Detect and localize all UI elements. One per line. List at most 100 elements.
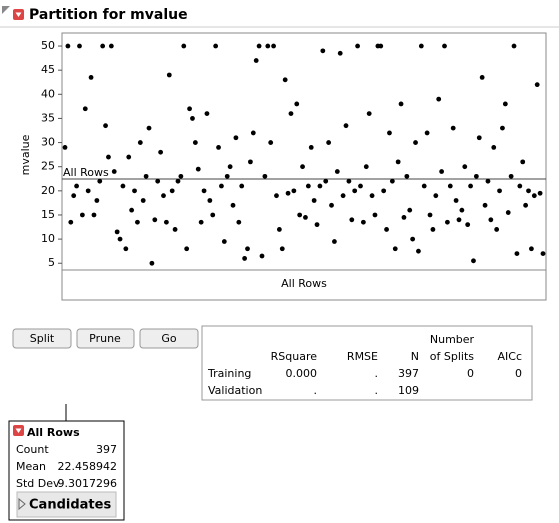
point: [427, 212, 433, 218]
point: [369, 193, 375, 199]
y-tick-label: 15: [41, 208, 55, 221]
point: [282, 77, 288, 83]
point: [201, 188, 207, 194]
table-cell: .: [375, 384, 379, 397]
point: [445, 219, 450, 225]
point: [71, 193, 77, 199]
point: [343, 123, 349, 129]
point: [421, 183, 427, 189]
point: [418, 43, 424, 49]
button-label[interactable]: Split: [30, 332, 55, 345]
point: [311, 198, 317, 203]
point: [488, 217, 494, 223]
point: [120, 183, 126, 189]
point: [517, 183, 523, 189]
table-cell: 109: [398, 384, 419, 397]
point: [410, 236, 416, 242]
point: [514, 251, 520, 256]
point: [271, 43, 276, 49]
point: [114, 229, 120, 235]
go-button[interactable]: [139, 328, 199, 349]
disclosure-icon[interactable]: [18, 497, 26, 511]
y-tick-label: 45: [41, 63, 55, 76]
point: [430, 227, 436, 232]
point: [433, 193, 439, 199]
point: [192, 140, 198, 145]
y-tick-label: 40: [41, 87, 55, 100]
point: [294, 101, 300, 107]
point: [123, 246, 129, 252]
leaf-label: All Rows: [281, 277, 327, 290]
point: [172, 227, 178, 232]
candidates-tab[interactable]: [16, 491, 117, 518]
report-title: Partition for mvalue: [29, 7, 188, 23]
point: [97, 178, 103, 184]
point: [213, 43, 219, 49]
point: [329, 202, 334, 208]
point: [253, 58, 259, 63]
point: [300, 164, 305, 170]
point: [439, 169, 445, 174]
point: [91, 212, 97, 218]
split-button[interactable]: [12, 328, 72, 349]
point: [323, 178, 329, 184]
point: [471, 258, 476, 264]
point: [149, 260, 155, 266]
line-label: All Rows: [63, 166, 109, 179]
point: [140, 198, 146, 203]
point: [158, 149, 164, 155]
table-header: of Splits: [430, 350, 474, 363]
point: [381, 188, 387, 194]
y-tick-label: 25: [41, 160, 55, 173]
point: [450, 125, 456, 131]
point: [137, 140, 143, 145]
point: [239, 183, 245, 189]
disclosure-icon[interactable]: [2, 6, 10, 14]
candidates-title: Candidates: [29, 498, 111, 513]
point: [355, 43, 360, 49]
point: [378, 43, 384, 49]
point: [424, 130, 430, 136]
point: [340, 193, 346, 199]
table-header: Number: [430, 333, 475, 346]
point: [500, 125, 505, 131]
point: [326, 140, 332, 145]
menu-arrow: [15, 428, 22, 433]
point: [436, 96, 442, 102]
point: [190, 116, 195, 121]
point: [363, 164, 369, 170]
point: [108, 43, 114, 49]
point: [459, 207, 465, 213]
table-cell: 0.000: [286, 367, 318, 380]
button-label[interactable]: Go: [161, 332, 177, 345]
point: [314, 222, 320, 228]
point: [221, 239, 227, 244]
prune-button[interactable]: [76, 328, 135, 349]
point: [100, 43, 106, 49]
point: [216, 144, 221, 150]
button-label[interactable]: Prune: [89, 332, 121, 345]
point: [456, 217, 462, 223]
point: [482, 202, 488, 208]
point: [79, 212, 85, 218]
point: [413, 140, 418, 145]
point: [479, 75, 485, 80]
stat-value: 9.3017296: [58, 477, 118, 490]
point: [308, 144, 314, 150]
y-tick-label: 35: [41, 111, 55, 124]
point: [520, 159, 526, 165]
point: [274, 193, 279, 199]
point: [198, 219, 204, 225]
y-tick-label: 50: [41, 39, 55, 52]
point: [161, 193, 166, 199]
table-header: N: [411, 350, 419, 363]
row-label: Validation: [208, 384, 262, 397]
point: [62, 144, 68, 150]
table-cell: .: [375, 367, 379, 380]
point: [416, 248, 421, 254]
point: [358, 183, 363, 189]
point: [210, 212, 216, 218]
point: [265, 43, 271, 49]
stat-label: Mean: [16, 460, 46, 473]
table-cell: 0: [515, 367, 522, 380]
